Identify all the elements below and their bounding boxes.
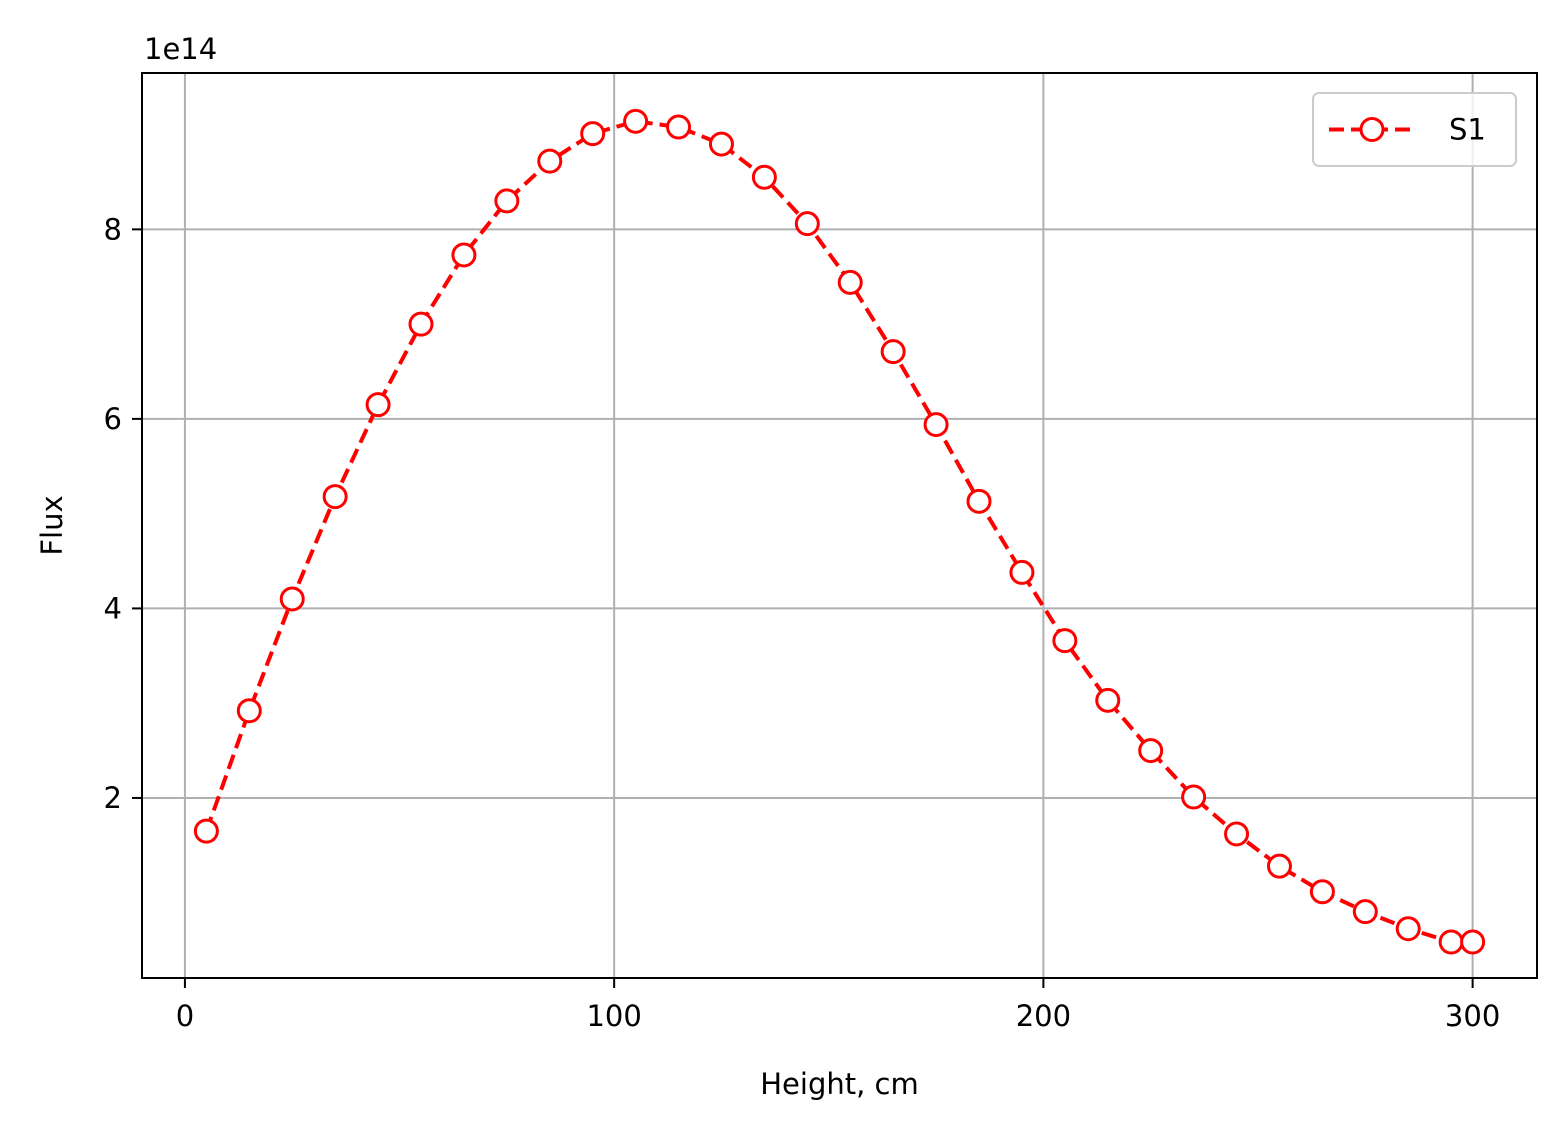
y-tick-label: 8 [104, 212, 122, 246]
data-point [1309, 879, 1335, 905]
data-point [494, 188, 520, 214]
data-point [666, 114, 692, 140]
plot-frame [141, 72, 1538, 979]
x-tick-label: 100 [586, 999, 641, 1033]
y-tick-label: 6 [104, 402, 122, 436]
x-axis-label: Height, cm [760, 1067, 919, 1101]
x-tick-label: 300 [1445, 999, 1500, 1033]
y-tick-label: 4 [104, 591, 122, 625]
legend-marker [1359, 117, 1385, 142]
data-point [1009, 559, 1035, 585]
data-point [837, 269, 863, 295]
grid [142, 73, 1537, 978]
x-tick-label: 200 [1016, 999, 1071, 1033]
data-point [880, 339, 906, 365]
data-point [751, 164, 777, 190]
data-point [322, 484, 348, 510]
data-point [1095, 687, 1121, 713]
data-point [1460, 929, 1486, 955]
y-offset-label: 1e14 [144, 32, 217, 66]
data-point [1395, 916, 1421, 942]
data-point [537, 148, 563, 174]
data-point [1438, 929, 1464, 955]
data-point [623, 108, 649, 134]
ticks: 0 100 200 300 2 4 6 8 [104, 212, 1501, 1033]
data-point [236, 698, 262, 724]
data-point [365, 392, 391, 418]
data-point [451, 242, 477, 268]
y-axis-label: Flux [35, 495, 69, 555]
data-point [408, 311, 434, 337]
data-point [966, 488, 992, 514]
data-point [580, 121, 606, 147]
data-point [279, 586, 305, 612]
legend: S1 [1312, 92, 1517, 167]
data-point [1181, 784, 1207, 810]
data-point [1138, 738, 1164, 764]
data-point [1352, 899, 1378, 925]
data-point [1266, 853, 1292, 879]
x-tick-label: 0 [176, 999, 194, 1033]
y-tick-label: 2 [104, 781, 122, 815]
data-point [794, 211, 820, 237]
data-point [1224, 821, 1250, 847]
legend-label: S1 [1449, 113, 1486, 147]
data-point [193, 818, 219, 844]
data-point [708, 131, 734, 157]
series-layer [193, 108, 1486, 955]
series-0 [193, 108, 1486, 955]
legend-box [1312, 92, 1517, 167]
data-point [1052, 628, 1078, 654]
data-point [923, 412, 949, 438]
